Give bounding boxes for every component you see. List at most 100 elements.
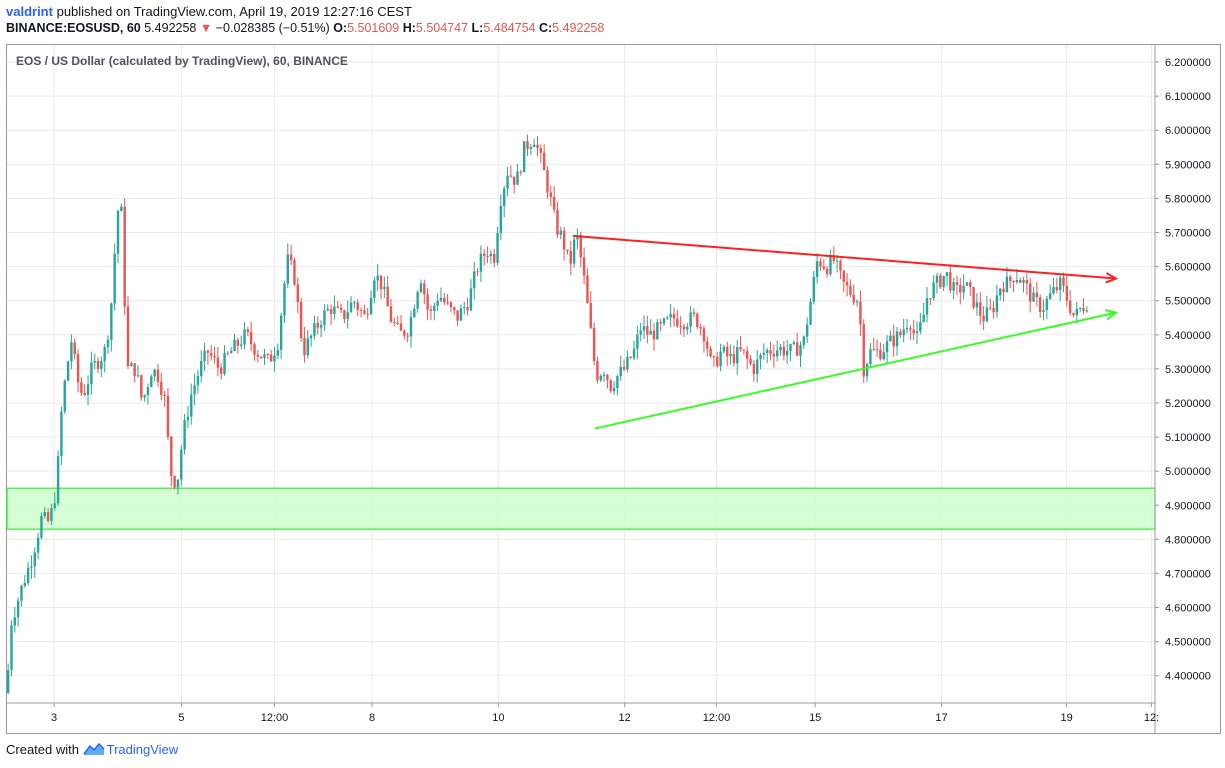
candle-body [526, 141, 529, 149]
candle-body [473, 271, 476, 289]
high-label: H: [402, 21, 416, 35]
candle-body [1032, 292, 1035, 302]
candle-body [519, 171, 523, 173]
price-axis[interactable]: 6.200000 6.100000 6.000000 5.900000 5.800000… [1154, 45, 1211, 733]
candle-body [1082, 308, 1085, 312]
candle-body [136, 375, 140, 377]
candle-body [183, 420, 186, 450]
candle-body [716, 356, 719, 367]
candle-body [995, 295, 999, 313]
candle-body [689, 312, 692, 327]
candle-body [1025, 279, 1029, 284]
candle-body [496, 233, 499, 263]
candle-body [296, 284, 299, 302]
candle-body [852, 294, 855, 303]
candle-body [516, 171, 519, 185]
candle-body [726, 346, 729, 357]
candle-body [626, 356, 629, 370]
trend-lines[interactable] [572, 234, 1119, 430]
candle-body [23, 583, 26, 586]
candle-body [103, 347, 106, 362]
candle-body [93, 360, 96, 363]
candle-body [276, 349, 280, 356]
candle-body [110, 303, 113, 340]
candle-body [416, 292, 419, 309]
candle-body [895, 331, 899, 347]
candle-body [329, 308, 333, 314]
candle-body [542, 152, 546, 171]
candle-body [1045, 298, 1049, 311]
candle-body [922, 314, 925, 323]
time-axis[interactable]: 3 5 12:00 8 10 12 12:00 15 17 19 12: [7, 702, 1159, 724]
candle-body [842, 270, 845, 282]
candle-body [153, 369, 156, 377]
candle-body [1052, 287, 1055, 294]
time-tick-label: 17 [935, 712, 947, 724]
candle-body [975, 302, 979, 308]
low-label: L: [471, 21, 484, 35]
ohlc-bar: BINANCE:EOSUSD, 60 5.492258 ▼ −0.028385 … [6, 21, 604, 35]
candle-body [479, 253, 483, 272]
candle-body [306, 338, 309, 356]
candle-body [120, 206, 123, 211]
candle-body [829, 255, 832, 275]
candle-body [509, 175, 513, 177]
candle-body [1029, 283, 1032, 302]
candle-body [200, 361, 203, 377]
author-link[interactable]: valdrint [6, 4, 53, 19]
time-tick-label: 15 [809, 712, 821, 724]
candle-body [1005, 276, 1009, 292]
candle-body [160, 381, 163, 395]
candle-body [572, 239, 576, 264]
open-value: 5.501609 [347, 21, 400, 35]
candle-body [289, 254, 293, 261]
candle-body [766, 350, 769, 353]
candle-body [60, 411, 63, 457]
candle-body [1019, 279, 1022, 283]
candle-body [612, 388, 616, 392]
candle-body [486, 255, 489, 257]
candle-body [809, 301, 812, 325]
open-label: O: [333, 21, 348, 35]
tradingview-brand-link[interactable]: TradingView [106, 742, 179, 757]
price-tick-label: 6.100000 [1165, 91, 1211, 103]
candle-body [529, 146, 533, 149]
candle-body [662, 318, 666, 324]
candle-body [909, 328, 912, 330]
candle-body [469, 288, 473, 311]
candle-body [56, 456, 60, 504]
publish-text: published on TradingView.com, April 19, … [56, 4, 412, 19]
candle-body [762, 352, 766, 355]
candle-body [872, 349, 875, 351]
resistance-trend-line [572, 234, 1117, 280]
low-value: 5.484754 [483, 21, 536, 35]
candle-body [166, 395, 170, 437]
candle-body [36, 537, 40, 553]
time-tick-label: 8 [369, 712, 375, 724]
candle-body [979, 302, 982, 316]
candle-body [709, 348, 712, 357]
candle-body [632, 348, 636, 358]
candles [6, 134, 1089, 695]
candle-body [399, 323, 403, 331]
candle-body [26, 567, 30, 584]
candle-body [43, 512, 46, 516]
candle-body [1062, 277, 1065, 286]
candle-body [50, 507, 53, 521]
time-tick-label: 10 [492, 712, 504, 724]
candle-body [702, 328, 706, 342]
candle-body [879, 349, 882, 360]
candle-body [279, 315, 283, 350]
candle-body [962, 285, 965, 293]
time-tick-label: 3 [51, 712, 57, 724]
price-tick-label: 5.700000 [1165, 228, 1211, 240]
candle-body [875, 349, 879, 351]
candle-body [865, 364, 869, 377]
candle-body [589, 302, 592, 328]
created-with-label: Created with [6, 742, 79, 757]
candle-body [449, 302, 453, 308]
candle-body [173, 476, 176, 488]
candle-body [146, 387, 150, 396]
candle-body [802, 336, 806, 345]
